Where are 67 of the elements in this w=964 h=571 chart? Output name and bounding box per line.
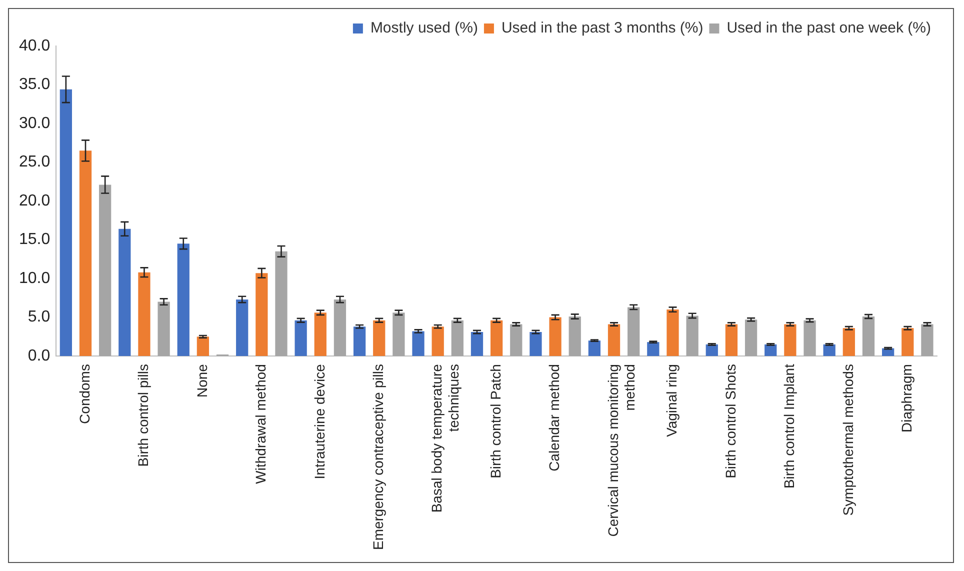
- bar: [862, 316, 875, 356]
- y-tick-label: 10.0: [19, 270, 50, 287]
- y-tick-label: 15.0: [19, 231, 50, 248]
- bar: [510, 324, 522, 356]
- x-tick-label: Birth control Shots: [722, 364, 738, 478]
- x-tick-label: Symptothermal methods: [840, 364, 856, 516]
- legend-label: Mostly used (%): [370, 20, 478, 37]
- x-tick-label: Condoms: [76, 364, 92, 424]
- y-tick-label: 0.0: [28, 347, 50, 364]
- bar: [99, 184, 112, 356]
- bar: [158, 302, 170, 356]
- bar: [334, 299, 346, 356]
- bar: [647, 342, 660, 356]
- bar: [842, 328, 855, 356]
- y-tick-label: 30.0: [19, 114, 50, 132]
- bar: [725, 324, 738, 356]
- x-tick-label: Birth control Patch: [487, 364, 504, 478]
- bar: [804, 320, 816, 356]
- y-tick-label: 40.0: [19, 37, 50, 54]
- x-tick-label: Cervical mucous monitoring method: [604, 364, 638, 537]
- bar: [294, 320, 307, 356]
- bar: [177, 244, 190, 356]
- legend-label: Used in the past one week (%): [726, 20, 932, 37]
- bar: [530, 332, 542, 356]
- x-tick-label: Emergency contraceptive pills: [370, 364, 386, 550]
- bar: [549, 317, 562, 356]
- x-tick-label: Intrauterine device: [311, 364, 328, 480]
- y-tick-label: 5.0: [28, 308, 50, 326]
- bar: [490, 320, 503, 356]
- x-tick-label: None: [194, 364, 210, 398]
- x-tick-label: Birth control pills: [135, 364, 152, 467]
- bar: [256, 273, 268, 356]
- bar: [686, 316, 698, 356]
- bar: [60, 89, 72, 356]
- y-tick-label: 20.0: [19, 192, 50, 210]
- bar: [412, 331, 424, 356]
- bar: [451, 320, 464, 356]
- bar: [353, 326, 366, 356]
- bar: [470, 332, 484, 356]
- bar: [784, 324, 796, 356]
- bar: [196, 336, 210, 356]
- x-tick-label: Diaphragm: [898, 364, 914, 433]
- bar: [588, 340, 601, 356]
- bar: [79, 150, 92, 356]
- x-tick-label: Basal body temperature techniques: [428, 364, 462, 513]
- bar: [118, 228, 131, 356]
- y-tick-label: 25.0: [19, 154, 50, 171]
- bar: [392, 312, 405, 356]
- y-tick-label: 35.0: [19, 76, 50, 94]
- bar: [138, 272, 150, 356]
- bar: [608, 324, 620, 356]
- x-tick-label: Birth control Implant: [781, 364, 798, 489]
- x-tick-label: Withdrawal method: [252, 364, 269, 484]
- bar: [373, 320, 386, 356]
- bar: [275, 251, 288, 356]
- bar: [432, 326, 444, 356]
- bar: [314, 312, 326, 356]
- x-tick-label: Vaginal ring: [664, 364, 680, 437]
- legend-label: Used in the past 3 months (%): [501, 20, 704, 37]
- bar: [744, 320, 758, 356]
- bar: [902, 328, 914, 356]
- bar: [666, 310, 679, 356]
- bar: [628, 307, 640, 356]
- bar: [236, 299, 248, 356]
- bar: [921, 324, 934, 356]
- bar: [568, 316, 581, 356]
- x-tick-label: Calendar method: [546, 364, 562, 472]
